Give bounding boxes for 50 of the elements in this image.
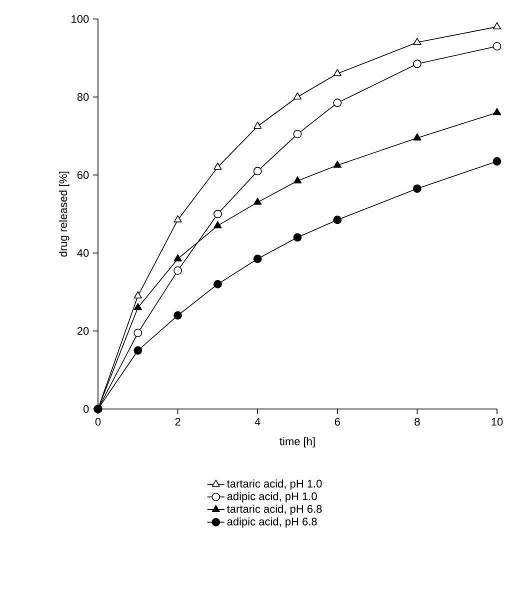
point [253,166,262,176]
point [174,266,182,275]
point [214,210,222,218]
point [413,133,422,140]
y-tick-label: 100 [72,15,89,23]
point [174,311,182,320]
y-tick-label: 80 [77,93,89,101]
legend-label: tartaric acid, pH 6.8 [227,504,322,515]
point [214,280,222,288]
x-tick-label: 6 [334,418,340,426]
point [492,108,502,116]
legend-label: tartaric acid, pH 1.0 [227,480,322,490]
x-tick-label: 4 [254,418,260,426]
point [214,221,222,228]
point [413,184,422,193]
point [413,60,422,68]
y-tick-label: 60 [77,171,89,179]
point [174,215,182,222]
point [254,122,262,129]
point [333,98,342,108]
point [293,176,302,184]
point [134,303,142,310]
legend-label: adipic acid, pH 6.8 [227,517,317,528]
point [492,42,502,50]
point [293,92,302,100]
point [333,160,342,168]
point [214,162,222,170]
point [333,216,342,224]
point [293,130,302,138]
point [333,68,342,76]
point [492,157,502,166]
x-tick-label: 0 [95,418,101,426]
point [134,328,142,338]
point [134,346,142,355]
point [254,198,262,205]
point [253,254,262,264]
point [174,254,182,262]
point [134,291,142,298]
x-tick-label: 8 [414,418,420,426]
point [293,233,302,242]
y-axis-title: drug released [%] [59,172,70,257]
y-tick-label: 40 [77,249,89,257]
point [492,22,502,30]
x-tick-label: 10 [492,418,503,426]
x-axis-title: time [h] [280,437,315,448]
x-tick-label: 2 [175,418,180,426]
y-tick-label: 20 [77,327,89,335]
legend-label: adipic acid, pH 1.0 [227,492,317,502]
y-tick-label: 0 [83,405,89,413]
point [413,38,422,45]
